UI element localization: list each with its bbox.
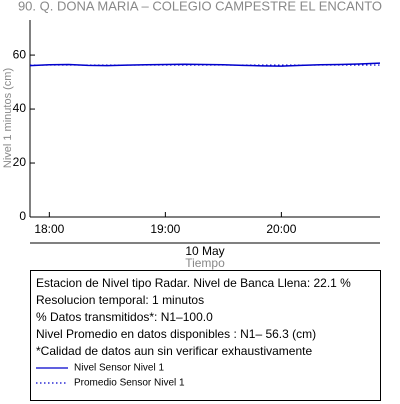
series-line: [29, 62, 381, 67]
x-tick-label: 18:00: [34, 222, 64, 236]
x-tick-label: 20:00: [266, 222, 296, 236]
info-line: Resolucion temporal: 1 minutos: [36, 293, 204, 307]
x-tick-label: 19:00: [150, 222, 180, 236]
info-line: *Calidad de datos aun sin verificar exha…: [36, 344, 312, 358]
y-axis-label: Nivel 1 minutos (cm): [2, 68, 14, 168]
y-tick-label: 60: [13, 47, 27, 61]
date-label: 10 May: [185, 244, 224, 258]
y-tick-label: 40: [13, 101, 27, 115]
y-tick-label: 20: [13, 155, 27, 169]
x-axis-label: Tiempo: [185, 256, 225, 270]
info-line: Nivel Promedio en datos disponibles : N1…: [36, 327, 316, 341]
legend-label: Promedio Sensor Nivel 1: [74, 378, 185, 389]
info-line: Estacion de Nivel tipo Radar. Nivel de B…: [36, 276, 351, 290]
info-box: [30, 270, 381, 401]
legend-label: Nivel Sensor Nivel 1: [74, 363, 164, 374]
y-tick-label: 0: [19, 209, 26, 223]
chart-title: 90. Q. DONA MARIA – COLEGIO CAMPESTRE EL…: [18, 0, 382, 13]
info-line: % Datos transmitidos*: N1–100.0: [36, 310, 213, 324]
